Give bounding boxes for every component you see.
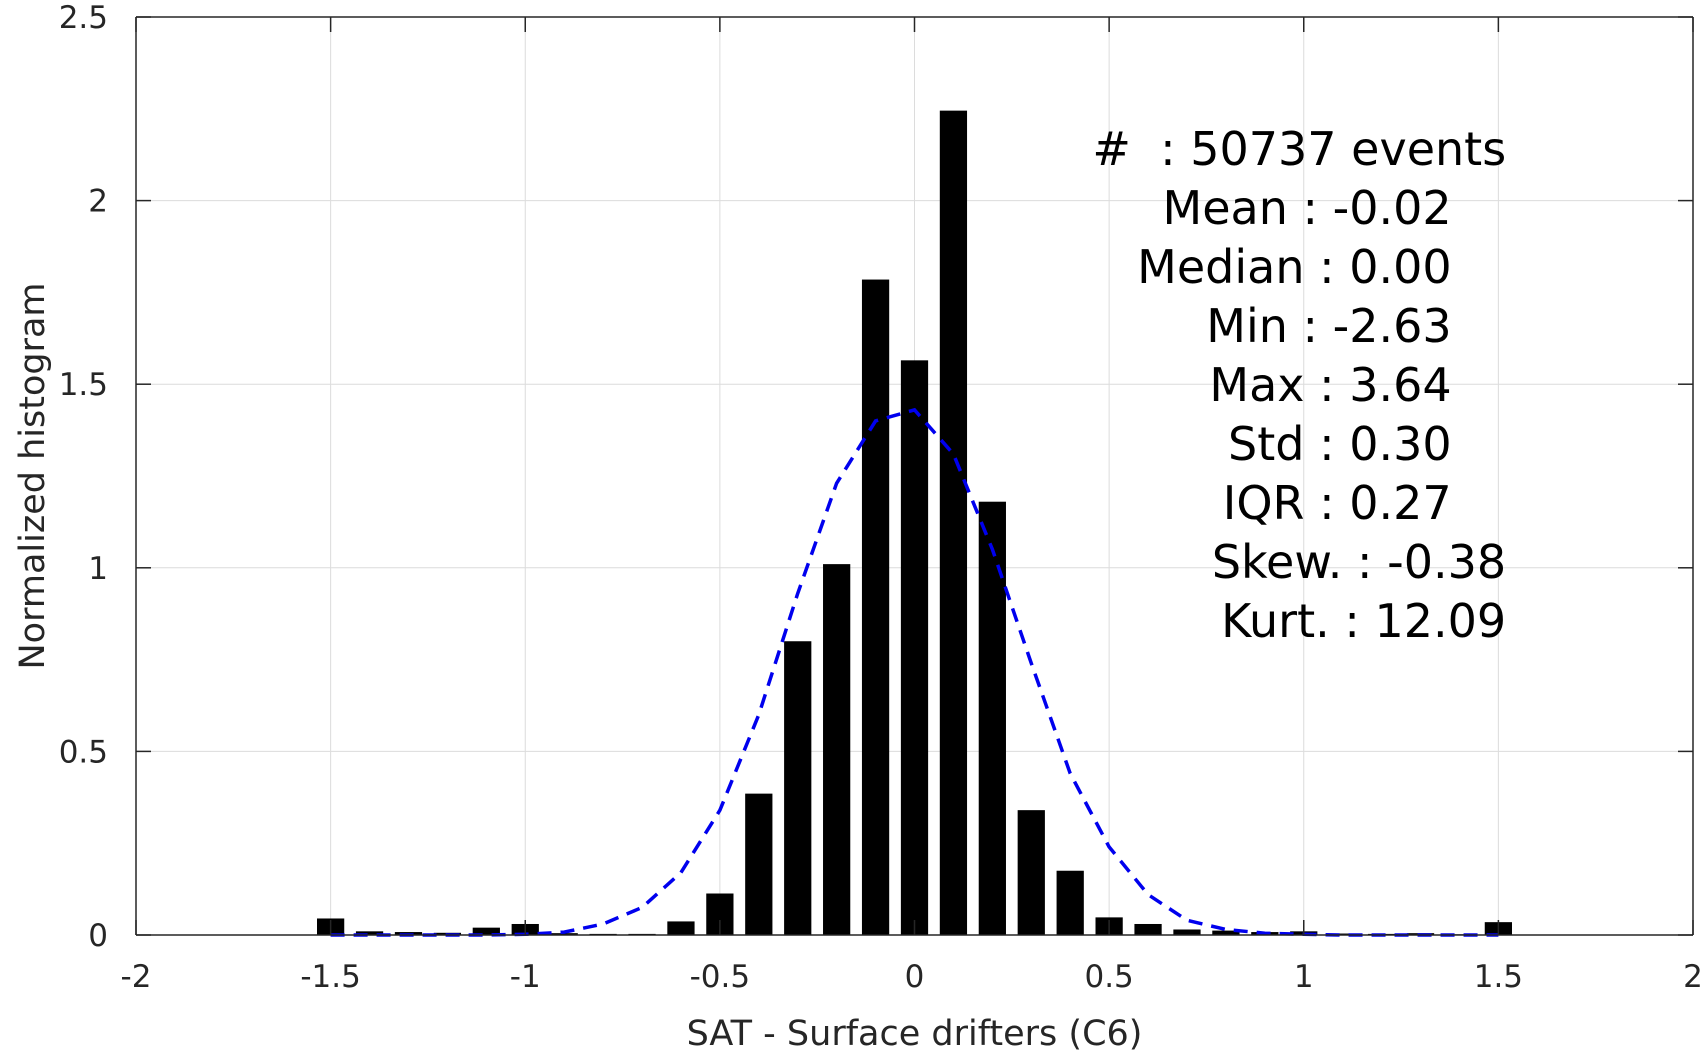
x-tick-label: 2: [1683, 959, 1703, 995]
x-tick-label: -2: [121, 959, 152, 995]
y-tick-label: 2: [88, 184, 108, 220]
x-tick-label: -0.5: [690, 959, 751, 995]
stat-line: IQR : 0.27: [1223, 476, 1452, 530]
histogram-bar: [1173, 929, 1201, 935]
x-tick-label: 1.5: [1474, 959, 1523, 995]
y-tick-labels: 0 0.5 1 1.5 2 2.5: [59, 0, 108, 954]
stat-line: Mean : -0.02: [1163, 181, 1452, 235]
y-tick-label: 0: [88, 918, 108, 954]
x-tick-labels: -2 -1.5 -1 -0.5 0 0.5 1 1.5 2: [121, 959, 1703, 995]
axes: [135, 16, 1694, 936]
x-tick-label: -1.5: [300, 959, 361, 995]
y-tick-label: 2.5: [59, 0, 108, 36]
stat-line: Skew. : -0.38: [1212, 535, 1506, 589]
histogram-bar: [1056, 870, 1084, 935]
x-tick-label: 0: [905, 959, 925, 995]
histogram-bar: [472, 927, 500, 935]
x-tick-label: 0.5: [1084, 959, 1133, 995]
y-tick-label: 1: [88, 551, 108, 587]
x-tick-label: -1: [510, 959, 541, 995]
y-axis-label: Normalized histogram: [13, 282, 53, 669]
histogram-bar: [1017, 810, 1045, 935]
histogram-bar: [355, 931, 384, 935]
histogram-bar: [900, 360, 929, 935]
histogram-bar: [745, 793, 773, 935]
stat-line: Min : -2.63: [1206, 299, 1451, 353]
histogram-bar: [823, 564, 851, 935]
stat-line: # : 50737 events: [1092, 122, 1506, 176]
histogram-bar: [550, 933, 578, 935]
histogram-bar: [1134, 923, 1162, 935]
x-axis-label: SAT - Surface drifters (C6): [687, 1014, 1143, 1053]
stat-line: Std : 0.30: [1228, 417, 1452, 471]
histogram-bar: [978, 501, 1006, 935]
y-tick-label: 0.5: [59, 734, 108, 770]
histogram-bar: [939, 110, 968, 936]
y-tick-label: 1.5: [59, 367, 108, 403]
stat-line: Max : 3.64: [1209, 358, 1451, 412]
stat-line: Median : 0.00: [1137, 240, 1451, 294]
x-tick-label: 1: [1294, 959, 1314, 995]
histogram-bar: [667, 921, 695, 935]
histogram-bar: [784, 641, 812, 935]
stat-line: Kurt. : 12.09: [1221, 594, 1506, 648]
histogram-bar: [861, 279, 890, 936]
histogram-bar: [1212, 930, 1240, 935]
